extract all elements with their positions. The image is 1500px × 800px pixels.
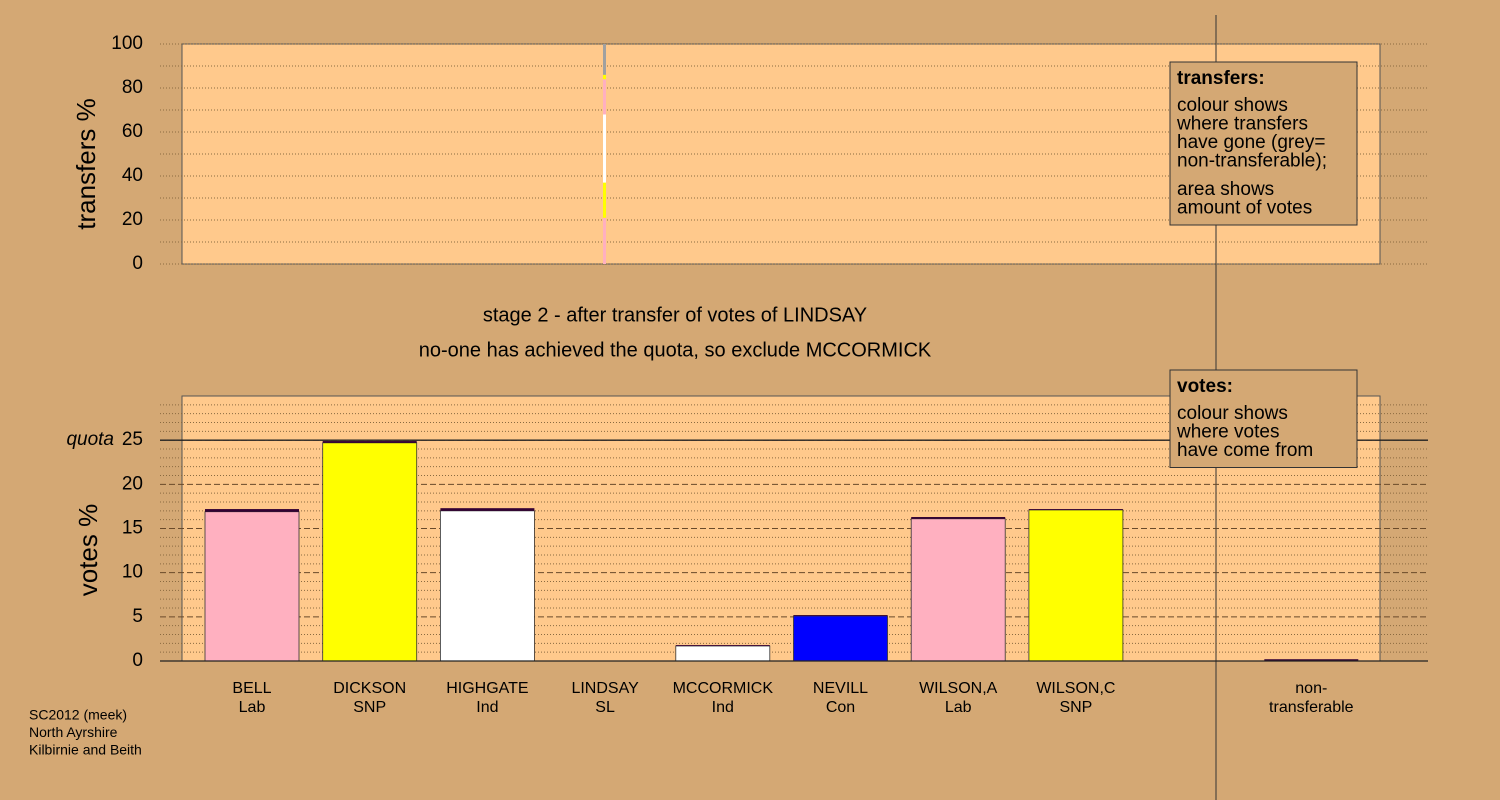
y-tick-label: 10 bbox=[122, 562, 143, 583]
transfer-bar bbox=[440, 508, 535, 511]
x-tick-label: BELL bbox=[232, 680, 271, 697]
y-tick-label: 100 bbox=[111, 33, 143, 54]
transfer-segment bbox=[603, 182, 606, 218]
x-tick-label: Ind bbox=[712, 699, 734, 716]
legend-text: amount of votes bbox=[1177, 198, 1312, 219]
quota-label: quota bbox=[66, 429, 114, 450]
x-tick-label: Ind bbox=[476, 699, 498, 716]
x-tick-label: transferable bbox=[1269, 699, 1354, 716]
y-axis-label: votes % bbox=[73, 504, 103, 597]
legend-text: colour shows bbox=[1177, 95, 1288, 116]
y-tick-label: 80 bbox=[122, 77, 143, 98]
bar bbox=[439, 510, 535, 662]
footnote: Kilbirnie and Beith bbox=[29, 742, 142, 758]
y-tick-label: 15 bbox=[122, 518, 143, 539]
bar bbox=[1028, 509, 1124, 662]
y-tick-label: 0 bbox=[132, 253, 143, 274]
legend-text: have come from bbox=[1177, 440, 1313, 461]
transfer-bar bbox=[205, 509, 299, 512]
transfer-segment bbox=[603, 114, 606, 183]
bar bbox=[910, 518, 1006, 662]
bar bbox=[204, 511, 300, 662]
transfer-segment bbox=[603, 74, 606, 80]
transfer-bar bbox=[1028, 509, 1123, 510]
x-tick-label: Lab bbox=[239, 699, 266, 716]
bar bbox=[793, 615, 888, 662]
y-tick-label: 5 bbox=[132, 606, 143, 627]
transfer-bar bbox=[322, 441, 417, 443]
x-tick-label: SNP bbox=[1059, 699, 1092, 716]
x-tick-label: Con bbox=[826, 699, 855, 716]
x-tick-label: WILSON,C bbox=[1036, 680, 1115, 697]
footnote: North Ayrshire bbox=[29, 724, 118, 740]
legend-text: have gone (grey= bbox=[1177, 132, 1325, 153]
y-axis-label: transfers % bbox=[71, 98, 101, 230]
transfer-segment bbox=[603, 44, 606, 75]
bar bbox=[322, 442, 418, 662]
legend-text: where votes bbox=[1176, 422, 1279, 443]
legend-text: area shows bbox=[1177, 179, 1274, 200]
x-tick-label: SL bbox=[595, 699, 615, 716]
x-tick-label: NEVILL bbox=[813, 680, 868, 697]
transfer-bar bbox=[1264, 659, 1359, 661]
stage-subtitle: no-one has achieved the quota, so exclud… bbox=[419, 339, 932, 361]
bar bbox=[675, 645, 771, 662]
legend-title: transfers: bbox=[1177, 68, 1265, 89]
transfer-bar bbox=[911, 517, 1006, 519]
y-tick-label: 0 bbox=[132, 650, 143, 671]
transfer-segment bbox=[603, 217, 606, 264]
legend-text: where transfers bbox=[1176, 114, 1308, 135]
x-tick-label: MCCORMICK bbox=[673, 680, 774, 697]
x-tick-label: LINDSAY bbox=[571, 680, 639, 697]
legend-text: non-transferable); bbox=[1177, 151, 1327, 172]
x-tick-label: HIGHGATE bbox=[446, 680, 528, 697]
y-tick-label: 40 bbox=[122, 165, 143, 186]
legend-text: colour shows bbox=[1177, 403, 1288, 424]
x-tick-label: WILSON,A bbox=[919, 680, 998, 697]
y-tick-label: 25 bbox=[122, 429, 143, 450]
x-tick-label: non- bbox=[1295, 680, 1327, 697]
footnote: SC2012 (meek) bbox=[29, 707, 127, 723]
y-tick-label: 20 bbox=[122, 209, 143, 230]
legend-box bbox=[1169, 61, 1358, 226]
transfer-bar bbox=[793, 615, 888, 616]
x-tick-label: DICKSON bbox=[333, 680, 406, 697]
legend-title: votes: bbox=[1177, 376, 1233, 397]
x-tick-label: Lab bbox=[945, 699, 972, 716]
legend-box bbox=[1169, 369, 1358, 468]
transfer-segment bbox=[603, 79, 606, 115]
stage-title: stage 2 - after transfer of votes of LIN… bbox=[483, 304, 867, 326]
x-tick-label: SNP bbox=[353, 699, 386, 716]
transfer-bar bbox=[675, 645, 770, 646]
y-tick-label: 60 bbox=[122, 121, 143, 142]
y-tick-label: 20 bbox=[122, 473, 143, 494]
